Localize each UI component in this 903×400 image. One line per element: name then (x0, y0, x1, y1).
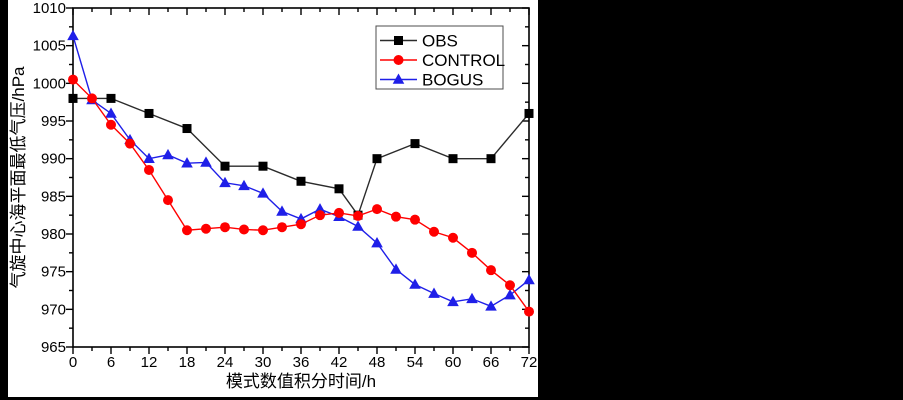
circle-marker (296, 219, 306, 230)
x-tick-label: 48 (369, 354, 386, 371)
y-tick-label: 1005 (33, 38, 66, 55)
triangle-marker (238, 179, 250, 191)
y-tick-label: 985 (41, 188, 66, 205)
x-tick-label: 12 (141, 354, 158, 371)
x-tick-label: 66 (483, 354, 500, 371)
y-axis-title: 气旋中心海平面最低气压/hPa (9, 66, 28, 289)
square-marker (334, 184, 344, 194)
x-tick-label: 60 (445, 354, 462, 371)
x-tick-label: 18 (179, 354, 196, 371)
triangle-marker (162, 148, 174, 160)
circle-marker (277, 222, 287, 233)
circle-marker (125, 138, 135, 149)
square-marker (394, 36, 403, 45)
triangle-marker (219, 176, 231, 188)
square-marker (524, 108, 534, 118)
chart-panel: 0 6 12 18 24 30 36 42 48 54 60 66 72 965 970 975 980 985 9… (8, 0, 538, 397)
circle-marker (220, 222, 230, 233)
triangle-marker (181, 157, 193, 168)
square-marker (486, 154, 496, 164)
square-marker (372, 154, 382, 164)
triangle-marker (200, 156, 212, 167)
triangle-marker (105, 107, 117, 118)
triangle-marker (257, 187, 269, 198)
circle-marker (467, 247, 477, 258)
y-tick-label: 970 (41, 301, 66, 318)
circle-marker (393, 55, 404, 65)
x-tick-label: 24 (217, 354, 234, 371)
circle-marker (163, 195, 173, 206)
square-marker (448, 154, 458, 164)
triangle-marker (392, 73, 405, 84)
y-tick-label: 1010 (33, 0, 66, 17)
circle-marker (258, 225, 268, 236)
circle-marker (87, 93, 97, 104)
triangle-marker (428, 287, 440, 298)
circle-marker (239, 224, 249, 235)
triangle-marker (466, 292, 478, 304)
x-tick-label: 72 (521, 354, 538, 371)
square-marker (220, 161, 230, 171)
x-tick-label: 36 (293, 354, 310, 371)
series-obs (68, 93, 534, 220)
chart-plot-area: 0 6 12 18 24 30 36 42 48 54 60 66 72 965 970 975 980 985 9… (33, 0, 538, 371)
circle-marker (334, 207, 344, 218)
circle-marker (505, 280, 515, 291)
x-tick-label: 6 (107, 354, 115, 371)
circle-marker (144, 164, 154, 175)
circle-marker (182, 225, 192, 236)
pressure-line-chart: 0 6 12 18 24 30 36 42 48 54 60 66 72 965 970 975 980 985 9… (9, 0, 538, 391)
circle-marker (486, 265, 496, 276)
circle-marker (448, 232, 458, 243)
legend-label-control: CONTROL (422, 51, 505, 70)
square-marker (144, 108, 154, 118)
triangle-marker (409, 278, 421, 289)
triangle-marker (523, 273, 535, 285)
square-marker (106, 93, 116, 103)
legend-label-obs: OBS (422, 32, 458, 51)
y-tick-label: 965 (41, 339, 66, 356)
circle-marker (524, 306, 534, 317)
circle-marker (372, 204, 382, 215)
y-tick-label: 1000 (33, 75, 66, 92)
x-tick-label: 30 (255, 354, 272, 371)
x-axis-title: 模式数值积分时间/h (226, 372, 376, 391)
legend-label-bogus: BOGUS (422, 71, 483, 90)
circle-marker (353, 210, 363, 221)
triangle-marker (352, 220, 364, 231)
square-marker (296, 176, 306, 186)
legend-samples (380, 36, 417, 84)
legend: OBS CONTROL BOGUS (375, 25, 505, 90)
circle-marker (391, 211, 401, 222)
triangle-marker (485, 300, 497, 311)
x-tick-label: 0 (69, 354, 77, 371)
square-marker (68, 93, 78, 103)
x-tick-label: 54 (407, 354, 424, 371)
triangle-marker (371, 237, 383, 248)
y-tick-label: 990 (41, 151, 66, 168)
square-marker (410, 139, 420, 149)
triangle-marker (390, 263, 402, 274)
circle-marker (429, 226, 439, 237)
circle-marker (315, 210, 325, 221)
triangle-marker (447, 295, 459, 307)
triangle-marker (143, 152, 155, 163)
triangle-marker (276, 205, 288, 216)
circle-marker (106, 119, 116, 130)
square-marker (182, 124, 192, 134)
y-tick-label: 975 (41, 264, 66, 281)
y-tick-label: 980 (41, 226, 66, 243)
triangle-marker (314, 203, 326, 214)
triangle-marker (67, 29, 79, 41)
square-marker (258, 161, 268, 171)
series-control (68, 74, 534, 317)
series-bogus (67, 29, 535, 311)
y-tick-label: 995 (41, 113, 66, 130)
triangle-marker (504, 289, 516, 300)
circle-marker (201, 223, 211, 234)
circle-marker (68, 74, 78, 85)
circle-marker (410, 214, 420, 225)
x-tick-label: 42 (331, 354, 348, 371)
